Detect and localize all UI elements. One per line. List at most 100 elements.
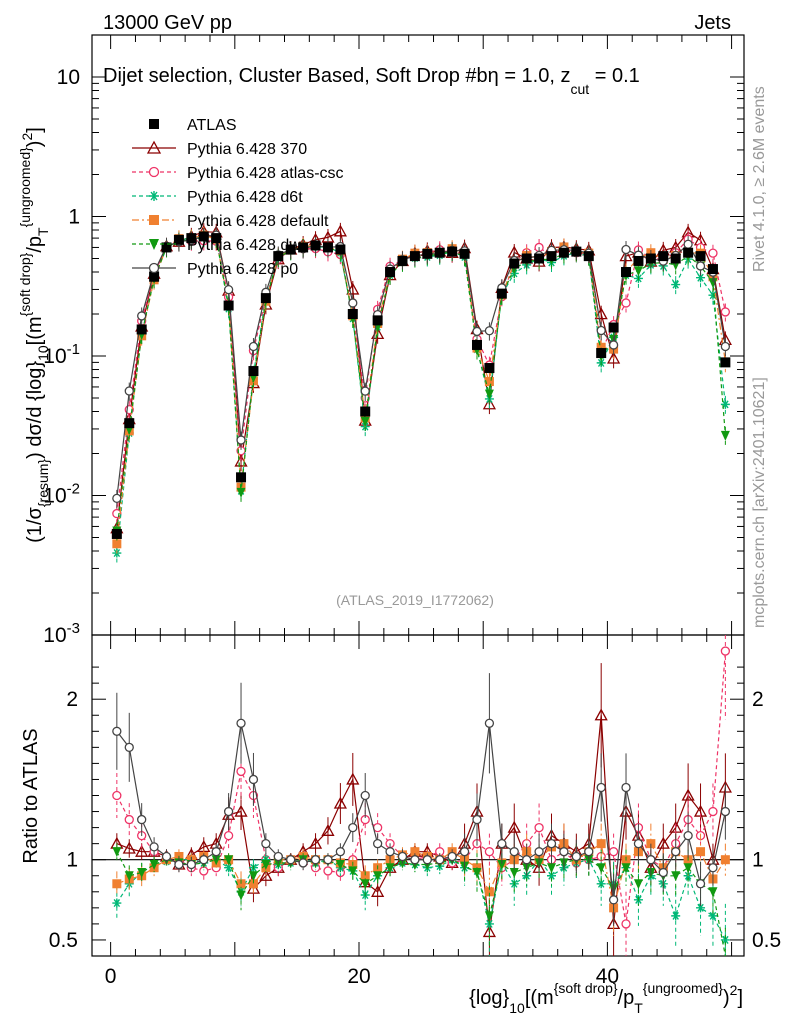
ratio-series-line (116, 650, 726, 925)
data-point (112, 790, 122, 801)
x-tick-label: 20 (347, 965, 370, 988)
ratio-series-line (116, 851, 726, 957)
data-point (534, 822, 544, 833)
data-point (248, 871, 258, 882)
data-point (149, 842, 159, 852)
data-point (484, 911, 494, 922)
data-point (596, 342, 606, 352)
data-point (633, 255, 644, 266)
data-point (137, 311, 147, 321)
ratio-y-tick-label: 2 (66, 688, 78, 711)
data-point (422, 248, 433, 259)
data-point (619, 249, 633, 262)
data-point (112, 539, 122, 549)
data-point (720, 935, 730, 945)
data-point (112, 493, 122, 504)
data-point (112, 879, 122, 889)
data-point (372, 822, 383, 833)
ratio-series (112, 673, 731, 926)
data-point (534, 847, 544, 857)
data-point (720, 430, 730, 441)
data-point (472, 868, 482, 879)
data-point (360, 790, 370, 801)
data-point (321, 823, 335, 836)
data-point (148, 166, 160, 178)
data-point (360, 879, 370, 890)
legend-label: ATLAS (187, 117, 237, 134)
data-point (507, 820, 521, 833)
data-point (372, 315, 383, 326)
data-point (596, 325, 606, 336)
jets-label: Jets (694, 12, 731, 34)
data-point (136, 324, 147, 335)
data-point (236, 718, 246, 728)
data-point (497, 839, 507, 849)
legend: ATLAS Pythia 6.428 370 Pythia 6.428 atlas-… (132, 117, 344, 278)
data-point (286, 855, 296, 865)
data-point (223, 300, 234, 311)
data-point (671, 847, 681, 857)
energy-label: 13000 GeV pp (103, 12, 232, 34)
data-point (335, 860, 345, 871)
data-point (397, 851, 408, 862)
data-point (534, 253, 545, 264)
data-point (496, 288, 507, 299)
main-series-line (116, 236, 726, 532)
data-point (333, 796, 347, 809)
data-point (211, 233, 222, 244)
data-point (708, 887, 718, 898)
data-point (708, 248, 718, 258)
data-point (671, 911, 681, 921)
main-series (111, 231, 731, 539)
data-point (211, 855, 221, 866)
legend-entry: Pythia 6.428 370 (132, 140, 307, 158)
main-series-line (116, 238, 726, 514)
x-tick-label: 0 (105, 965, 117, 988)
data-point (621, 863, 631, 874)
data-point (708, 911, 718, 921)
data-point (608, 340, 619, 350)
data-point (707, 264, 718, 275)
main-series-line (116, 236, 726, 554)
data-point (621, 782, 631, 793)
data-point (720, 357, 731, 368)
data-point (211, 847, 221, 857)
data-point (348, 822, 358, 833)
data-point (335, 244, 346, 255)
main-series-line (116, 234, 726, 544)
data-point (658, 251, 669, 262)
ratio-plot-frame (91, 634, 745, 957)
data-point (298, 858, 308, 868)
data-point (471, 339, 482, 350)
data-point (186, 859, 197, 870)
data-point (447, 851, 457, 862)
data-point (173, 234, 184, 245)
data-point (482, 397, 497, 410)
data-point (547, 863, 557, 874)
data-point (410, 855, 420, 865)
data-point (621, 244, 631, 255)
data-point (696, 273, 706, 283)
main-y-axis-label: (1/σ{resum}) dσ/d {log}10[(m{soft drop}/… (17, 127, 51, 543)
analysis-id: (ATLAS_2019_I1772062) (336, 592, 494, 608)
data-point (236, 472, 247, 483)
data-point (149, 191, 159, 201)
data-point (695, 261, 706, 271)
data-point (434, 247, 445, 258)
data-point (385, 847, 395, 857)
mcplots-label: mcplots.cern.ch [arXiv:2401.10621] (751, 377, 768, 628)
legend-label: Pythia 6.428 p0 (187, 261, 298, 278)
data-point (236, 435, 246, 445)
data-point (646, 855, 656, 865)
main-series-layer (110, 222, 732, 563)
data-point (333, 224, 347, 237)
legend-label: Pythia 6.428 default (187, 213, 329, 230)
data-point (236, 879, 246, 889)
main-y-tick-label: 1 (68, 205, 80, 228)
data-point (360, 871, 370, 881)
data-point (683, 863, 693, 874)
data-point (236, 766, 246, 777)
data-point (584, 847, 594, 857)
data-point (348, 298, 358, 308)
ratio-y-tick-label-right: 0.5 (752, 929, 781, 952)
